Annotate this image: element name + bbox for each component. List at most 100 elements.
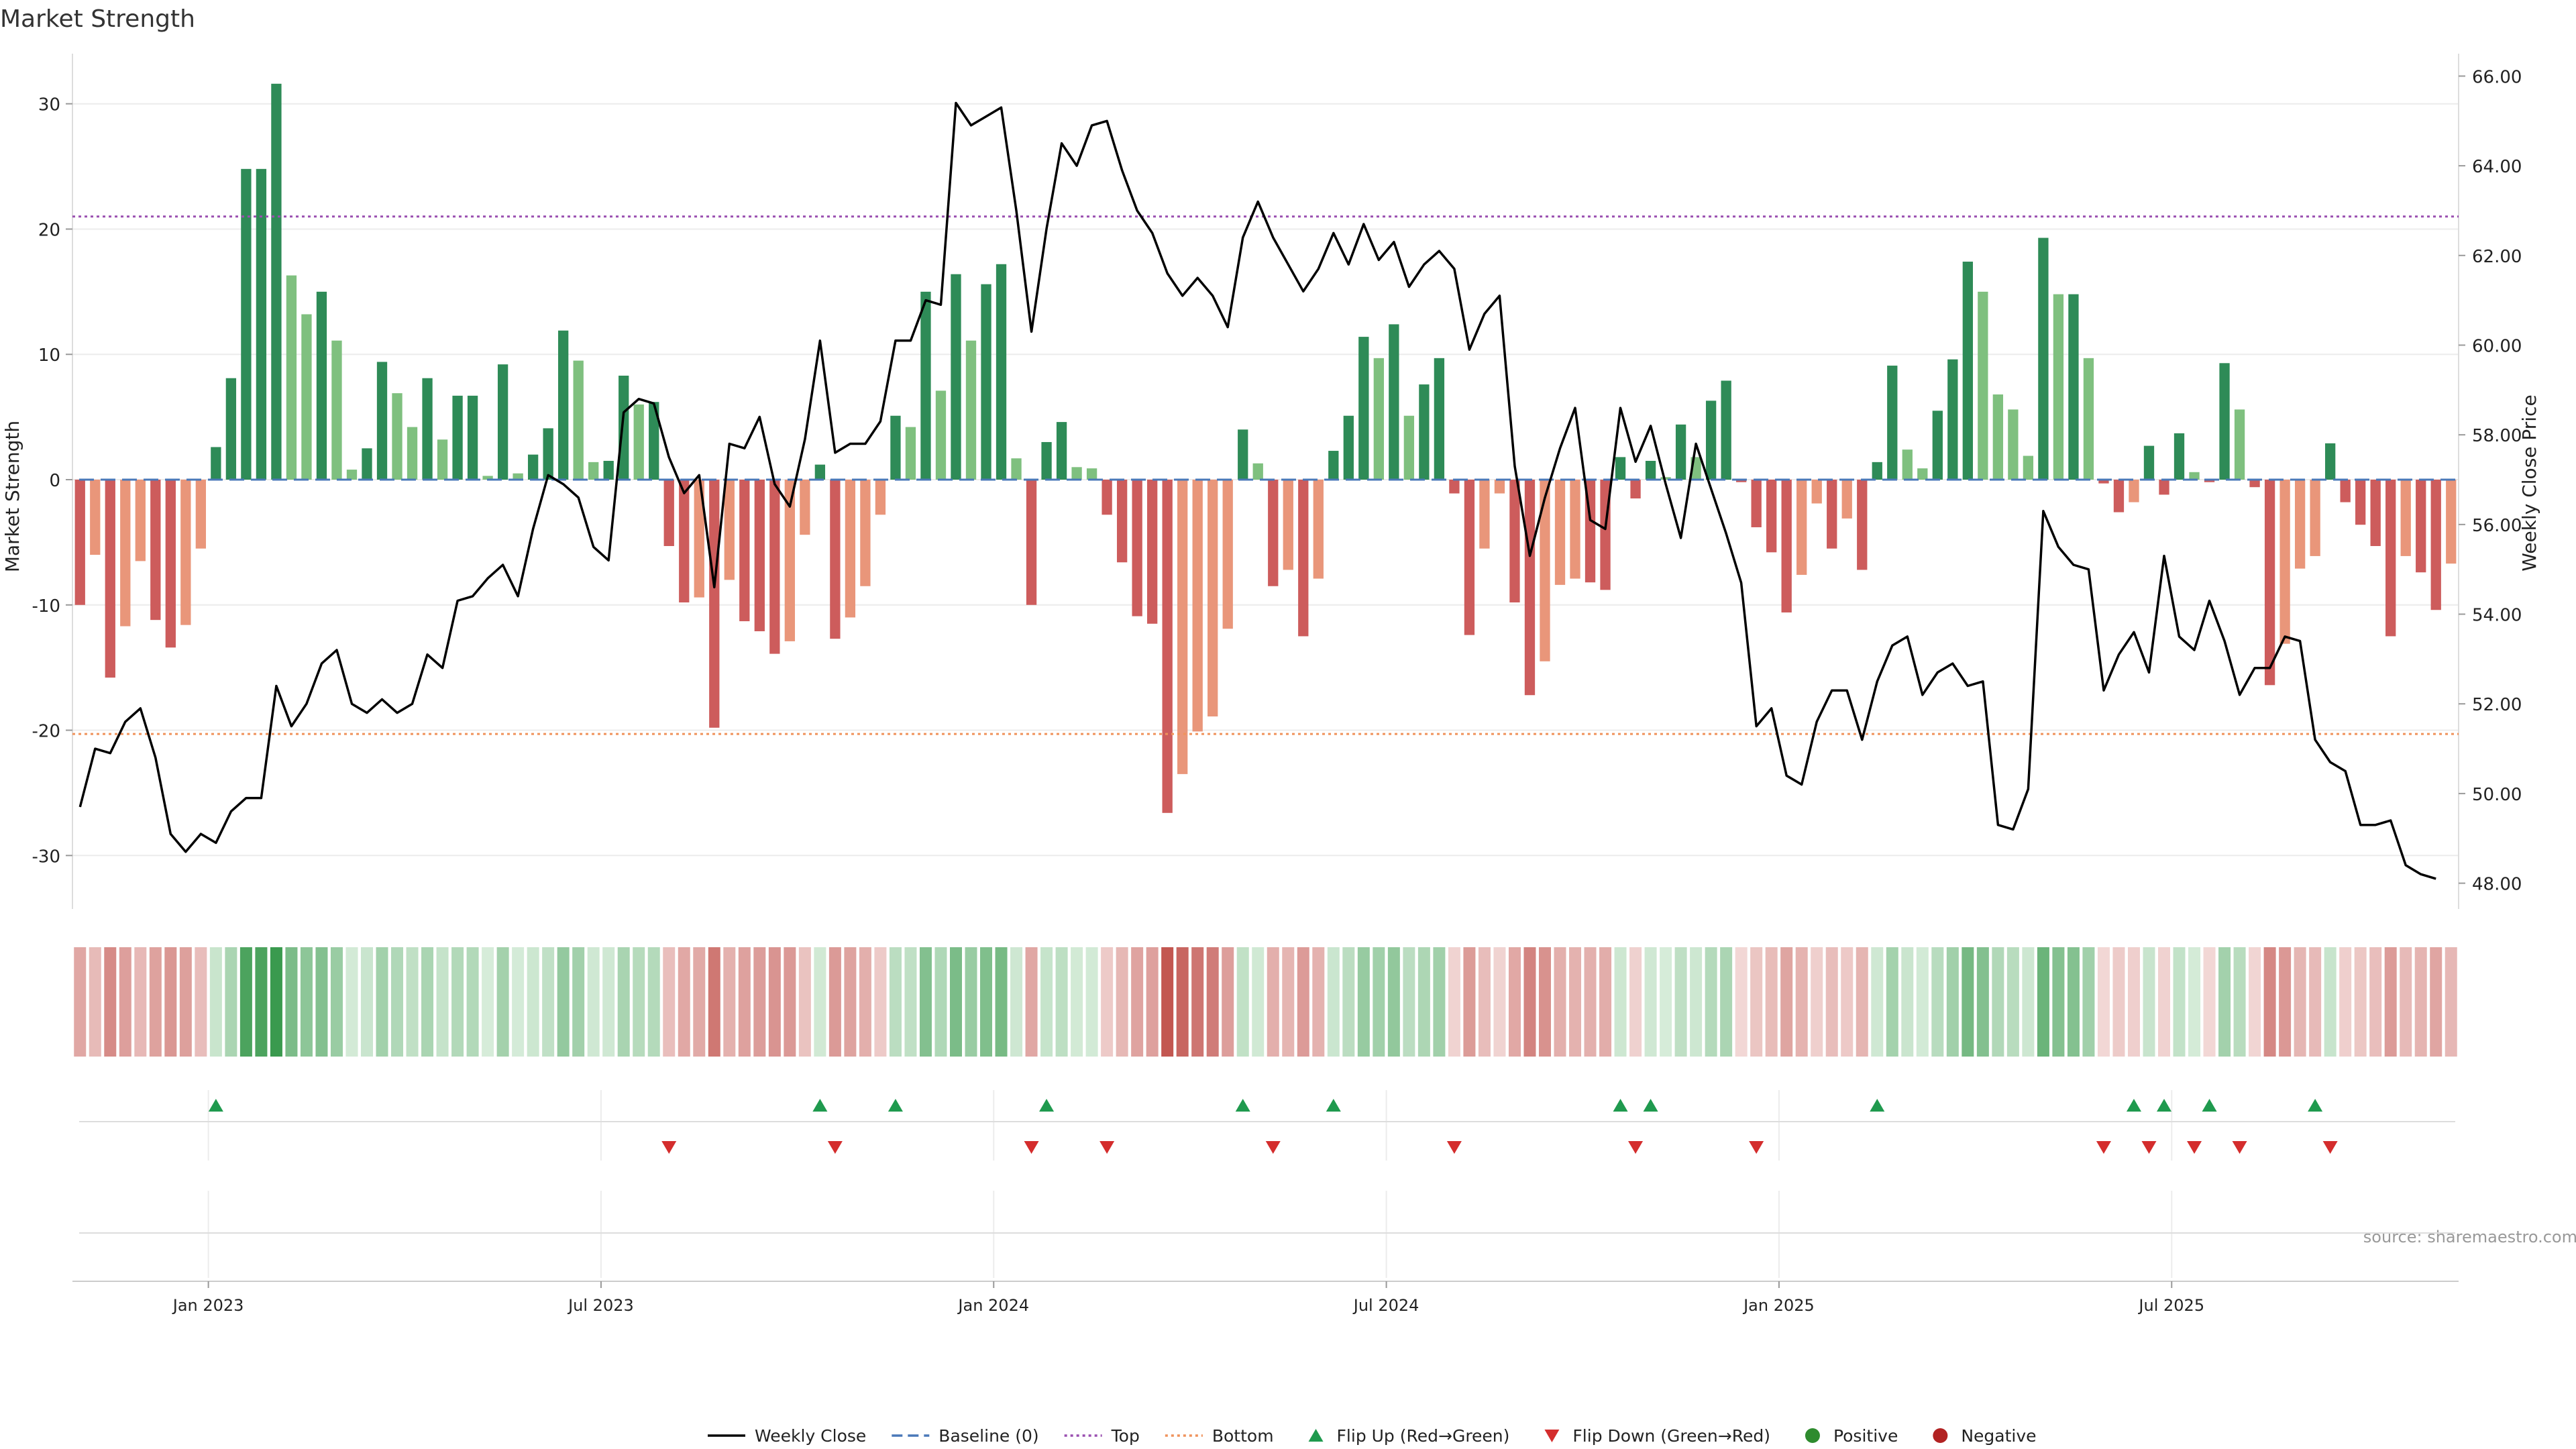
strength-bar [1071, 467, 1081, 480]
strength-bar [2431, 480, 2441, 610]
heat-cell [2385, 947, 2397, 1057]
heat-cell [1901, 947, 1913, 1057]
strength-bar [1177, 480, 1187, 774]
strength-bar [543, 428, 553, 480]
right-tick-label: 66.00 [2472, 67, 2522, 87]
strength-bar [1374, 358, 1384, 480]
flip-up-marker [2308, 1099, 2322, 1112]
flip-up-marker [1613, 1099, 1628, 1112]
flip-up-marker [1870, 1099, 1884, 1112]
legend-label: Flip Up (Red→Green) [1337, 1426, 1510, 1446]
heat-cell [708, 947, 720, 1057]
left-tick-label: 10 [38, 345, 60, 366]
heat-cell [467, 947, 479, 1057]
heat-cell [1010, 947, 1022, 1057]
strength-bar [1268, 480, 1278, 586]
strength-bar [2189, 472, 2199, 480]
heat-cell [678, 947, 690, 1057]
left-tick-label: -30 [32, 847, 60, 867]
heat-cell [195, 947, 207, 1057]
left-tick-label: 20 [38, 220, 60, 240]
heat-cell [2204, 947, 2216, 1057]
heat-cell [1750, 947, 1762, 1057]
left-tick-label: -10 [32, 596, 60, 616]
heat-cell [723, 947, 735, 1057]
flip-down-marker [2187, 1141, 2202, 1154]
x-tick-label: Jan 2023 [172, 1296, 244, 1315]
heat-cell [2143, 947, 2155, 1057]
left-tick-label: 0 [49, 471, 60, 491]
x-tick-label: Jan 2024 [957, 1296, 1029, 1315]
strength-bar [1827, 480, 1837, 549]
strength-bar [2159, 480, 2169, 494]
legend-item: Flip Up (Red→Green) [1309, 1426, 1510, 1446]
heat-cell [437, 947, 449, 1057]
heat-cell [104, 947, 116, 1057]
heat-cell [1931, 947, 1943, 1057]
strength-bar [301, 314, 311, 480]
strength-bar [1766, 480, 1776, 552]
heat-cell [1177, 947, 1189, 1057]
heat-cell [1554, 947, 1566, 1057]
heat-cell [1856, 947, 1868, 1057]
strength-bar [1011, 458, 1021, 480]
strength-bar [860, 480, 870, 586]
strength-bar [90, 480, 100, 555]
strength-bar [1630, 480, 1640, 498]
heat-cell [1116, 947, 1128, 1057]
heat-cell [2052, 947, 2064, 1057]
heat-cell [1071, 947, 1083, 1057]
heat-cell [1720, 947, 1732, 1057]
strength-bar [1570, 480, 1580, 579]
strength-bar [120, 480, 130, 627]
strength-bar [679, 480, 689, 602]
heat-cell [1629, 947, 1642, 1057]
heat-cell [451, 947, 464, 1057]
strength-bar [317, 292, 327, 480]
strength-bar [1993, 394, 2003, 480]
heat-cell [1660, 947, 1672, 1057]
heat-cell [542, 947, 554, 1057]
x-tick-label: Jul 2023 [567, 1296, 634, 1315]
heat-cell [874, 947, 886, 1057]
heat-cell [376, 947, 388, 1057]
strength-bar [1253, 464, 1263, 480]
heat-cell [588, 947, 600, 1057]
flip-down-marker [1749, 1141, 1764, 1154]
right-tick-label: 48.00 [2472, 875, 2522, 895]
strength-bar [2235, 409, 2245, 480]
strength-bar [890, 416, 900, 480]
heat-cell [784, 947, 796, 1057]
strength-bar [1193, 480, 1203, 731]
heat-cell [2098, 947, 2110, 1057]
heat-cell [2415, 947, 2427, 1057]
flip-down-marker [828, 1141, 843, 1154]
strength-bar [1721, 380, 1731, 480]
strength-bar [1933, 411, 1943, 480]
heat-cell [1101, 947, 1113, 1057]
strength-bar [2174, 433, 2184, 480]
heat-cell [1463, 947, 1475, 1057]
legend-label: Top [1111, 1426, 1140, 1446]
strength-bar [2355, 480, 2365, 525]
strength-bar [271, 84, 281, 480]
heat-cell [345, 947, 358, 1057]
heat-cell [1539, 947, 1551, 1057]
strength-bar [1947, 360, 1957, 480]
strength-bar [1509, 480, 1519, 602]
strength-bar [845, 480, 855, 617]
flip-up-marker [2127, 1099, 2141, 1112]
heat-cell [1131, 947, 1143, 1057]
left-axis-label: Market Strength [1, 421, 23, 572]
heat-cell [1585, 947, 1597, 1057]
heat-cell [2430, 947, 2442, 1057]
heat-cell [1237, 947, 1249, 1057]
heat-cell [1796, 947, 1808, 1057]
heat-cell [512, 947, 524, 1057]
strength-bar [150, 480, 160, 620]
strength-bar [2084, 358, 2094, 480]
heat-cell [859, 947, 871, 1057]
legend-label: Positive [1833, 1426, 1898, 1446]
strength-bar [1555, 480, 1565, 585]
strength-bar [1706, 400, 1716, 480]
